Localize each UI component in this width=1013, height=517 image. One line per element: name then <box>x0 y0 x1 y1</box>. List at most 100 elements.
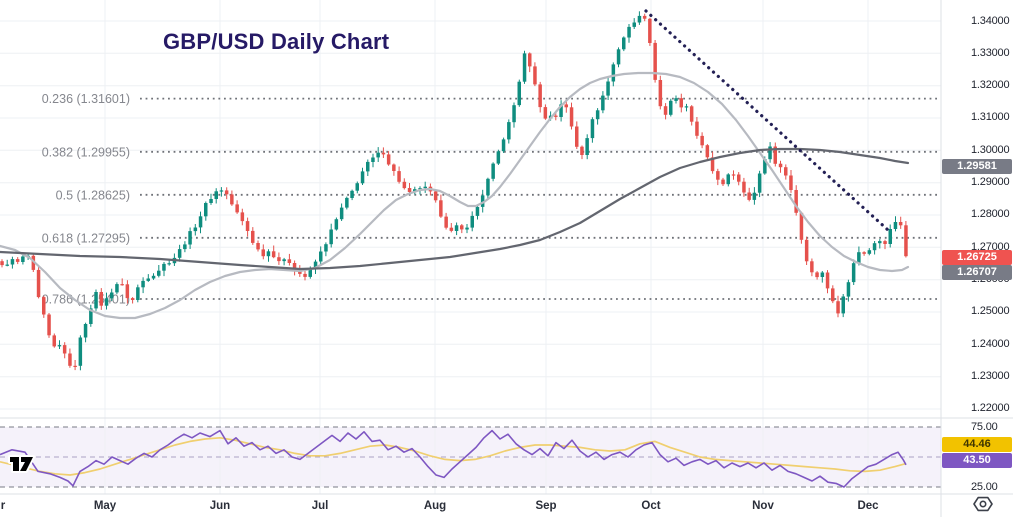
candle-body <box>329 229 333 245</box>
candle-body <box>104 298 109 306</box>
candle-body <box>522 53 527 82</box>
x-axis-month-label[interactable]: r <box>0 500 6 512</box>
candle-body <box>256 243 260 250</box>
price-axis-label[interactable]: 1.31000 <box>971 111 1010 123</box>
candle-body <box>360 171 365 184</box>
candle-body <box>648 18 652 43</box>
candle-body <box>324 244 328 252</box>
candle-body <box>569 107 574 127</box>
rsi-line[interactable] <box>0 429 907 488</box>
price-axis-label[interactable]: 1.29000 <box>971 176 1010 188</box>
candle-body <box>188 231 192 245</box>
candle-body <box>319 251 323 262</box>
candle-body <box>198 216 203 228</box>
x-axis-month-label[interactable]: Dec <box>857 500 879 512</box>
fib-level-label: 0.382 (1.29955) <box>42 145 130 159</box>
last-price-badge: 1.26725 <box>942 249 1012 265</box>
price-axis-label[interactable]: 1.25000 <box>971 305 1010 317</box>
candle-body <box>0 261 4 266</box>
candle-body <box>21 256 25 262</box>
candle-body <box>810 261 814 273</box>
candle-body <box>815 272 819 278</box>
price-axis-label[interactable]: 1.28000 <box>971 208 1010 220</box>
candle-body <box>465 227 469 230</box>
price-axis-label[interactable]: 1.34000 <box>971 15 1010 27</box>
x-axis-month-label[interactable]: Nov <box>752 500 774 512</box>
x-axis-month-label[interactable]: Jul <box>311 500 329 512</box>
candle-body <box>710 157 715 172</box>
candle-body <box>266 251 271 257</box>
candle-body <box>125 284 130 299</box>
candle-body <box>778 163 783 168</box>
candle-body <box>334 219 339 230</box>
ma-slow-value-badge: 1.29581 <box>942 158 1012 174</box>
candle-body <box>763 159 767 174</box>
candle-body <box>642 15 647 19</box>
candle-body <box>878 241 882 244</box>
candle-body <box>872 243 877 251</box>
candle-body <box>627 26 631 38</box>
x-axis-month-label[interactable]: Sep <box>535 500 557 512</box>
candle-body <box>204 203 208 217</box>
x-axis-month-label[interactable]: Oct <box>641 500 661 512</box>
candle-body <box>611 64 616 82</box>
candle-body <box>303 273 307 277</box>
candle-body <box>120 284 124 286</box>
candle-body <box>705 145 710 158</box>
candle-body <box>658 80 663 107</box>
x-axis-month-label[interactable]: May <box>93 500 117 512</box>
price-axis-label[interactable]: 1.23000 <box>971 370 1010 382</box>
candle-body <box>585 138 589 155</box>
candle-body <box>42 297 46 315</box>
candle-body <box>433 191 438 201</box>
candle-body <box>695 121 699 136</box>
price-axis-label[interactable]: 1.30000 <box>971 144 1010 156</box>
candle-body <box>773 146 777 164</box>
candle-body <box>83 324 88 338</box>
settings-hexagon-icon[interactable] <box>971 494 995 514</box>
rsi-axis-label[interactable]: 25.00 <box>971 481 998 493</box>
candle-body <box>742 181 746 193</box>
candle-body <box>491 163 495 179</box>
candle-body <box>575 126 579 147</box>
price-axis-label[interactable]: 1.33000 <box>971 47 1010 59</box>
candle-body <box>439 200 443 217</box>
trendline[interactable] <box>644 9 890 232</box>
candle-body <box>507 122 511 140</box>
candle-body <box>700 135 704 146</box>
candle-body <box>632 22 636 27</box>
candle-body <box>883 241 887 244</box>
candle-body <box>616 49 621 65</box>
candle-body <box>747 192 751 200</box>
candle-body <box>606 81 610 96</box>
candle-body <box>162 263 166 271</box>
fib-level-label: 0.5 (1.28625) <box>56 188 130 202</box>
candle-body <box>423 186 427 189</box>
candle-body <box>517 81 521 106</box>
candle-body <box>898 222 903 226</box>
candle-body <box>757 173 762 193</box>
price-axis-label[interactable]: 1.32000 <box>971 79 1010 91</box>
price-axis-label[interactable]: 1.22000 <box>971 402 1010 414</box>
candle-body <box>538 84 542 108</box>
candle-body <box>115 284 119 293</box>
x-axis-month-label[interactable]: Jun <box>209 500 231 512</box>
candle-body <box>78 337 83 366</box>
tradingview-logo[interactable] <box>7 451 37 482</box>
candle-body <box>820 272 825 277</box>
ma-slow-line[interactable] <box>0 147 910 271</box>
candle-body <box>904 225 908 257</box>
candle-body <box>768 146 772 160</box>
candle-body <box>663 106 668 115</box>
candle-body <box>851 263 856 283</box>
price-axis-label[interactable]: 1.24000 <box>971 338 1010 350</box>
x-axis-month-label[interactable]: Aug <box>423 500 447 512</box>
candle-body <box>292 263 297 271</box>
candle-body <box>716 171 720 180</box>
candle-body <box>674 98 678 101</box>
ma-fast-line[interactable] <box>0 71 910 320</box>
candle-body <box>339 207 344 220</box>
rsi-axis-label[interactable]: 75.00 <box>971 421 998 433</box>
